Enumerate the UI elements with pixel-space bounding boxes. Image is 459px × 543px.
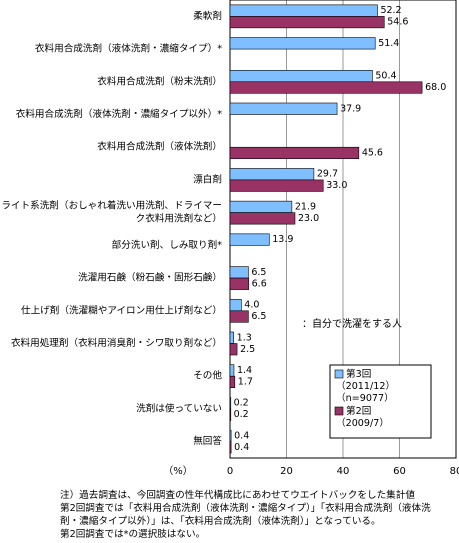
annotation: ：自分で洗濯をする人 <box>302 317 402 330</box>
bar-round3 <box>229 37 376 50</box>
legend-label-round3: 第3回 <box>346 368 371 380</box>
bar-round2 <box>229 179 324 192</box>
x-axis-unit: （%） <box>163 465 193 477</box>
category-label: 衣料用合成洗剤（液体洗剤・濃縮タイプ以外）* <box>16 108 222 120</box>
category-label: ライト系洗剤（おしゃれ着洗い用洗剤、ドライマー <box>1 200 222 212</box>
category-label: 衣料用合成洗剤（液体洗剤・濃縮タイプ）* <box>35 43 222 55</box>
x-tick-label: 80 <box>450 466 459 477</box>
data-label: 23.0 <box>298 213 319 224</box>
data-label: 50.4 <box>375 71 396 82</box>
legend-box <box>329 364 432 439</box>
data-label: 6.5 <box>251 311 266 322</box>
legend-label-round3: （n=9077） <box>336 392 394 404</box>
category-label: 仕上げ剤（洗濯糊やアイロン用仕上げ剤など） <box>21 304 222 316</box>
footnote-line-2: 第2回調査では「衣料用合成洗剤（液体洗剤・濃縮タイプ）」「衣料用合成洗剤（液体洗 <box>60 503 431 514</box>
bar-round2 <box>229 277 249 290</box>
data-label: 45.6 <box>362 147 383 158</box>
data-label: 1.7 <box>238 376 253 387</box>
bar-round3 <box>229 266 249 279</box>
bar-round2 <box>229 343 238 356</box>
bar-round3 <box>229 331 234 344</box>
category-label: その他 <box>193 370 222 382</box>
bar-round3 <box>229 429 232 442</box>
legend-label-round3: （2011/12） <box>336 380 395 392</box>
bar-round2 <box>229 408 232 421</box>
category-label: 洗濯用石鹸（粉石鹸・固形石鹸） <box>78 272 222 284</box>
bar-round2 <box>229 16 385 29</box>
data-label: 6.6 <box>252 278 267 289</box>
bar-round3 <box>229 168 315 181</box>
legend-label-round2: （2009/7） <box>336 417 389 429</box>
footnote-line-4: 第2回調査では*の選択肢はない。 <box>60 529 206 540</box>
bar-round3 <box>229 200 293 213</box>
data-label: 2.5 <box>240 344 255 355</box>
bar-round2 <box>229 81 423 94</box>
legend-swatch-round2 <box>334 406 344 416</box>
data-label: 0.2 <box>234 398 249 409</box>
footnote: 注）過去調査は、今回調査の性年代構成比にあわせてウエイトバックをした集計値 第2… <box>60 489 455 541</box>
bar-round2 <box>229 310 249 323</box>
category-label: 衣料用合成洗剤（粉末洗剤） <box>97 75 222 87</box>
legend-swatch-round3 <box>334 369 344 379</box>
data-label: 0.2 <box>234 409 249 420</box>
bar-round3 <box>229 4 378 17</box>
x-tick-label: 0 <box>227 466 233 477</box>
bar-round3 <box>229 298 242 312</box>
bar-round3 <box>229 364 235 377</box>
category-label: 漂白剤 <box>193 173 222 185</box>
data-label: 0.4 <box>234 442 249 453</box>
x-tick-label: 60 <box>393 466 406 477</box>
bar-round2 <box>229 146 360 160</box>
legend-label-round2: 第2回 <box>346 405 371 417</box>
data-label: 0.4 <box>234 430 249 441</box>
bar-round3 <box>229 69 373 83</box>
bar-round2 <box>229 441 232 454</box>
plot-frame <box>229 0 457 459</box>
bar-round3 <box>229 102 338 115</box>
data-label: 52.2 <box>380 5 401 16</box>
footnote-line-1: 注）過去調査は、今回調査の性年代構成比にあわせてウエイトバックをした集計値 <box>60 490 415 501</box>
category-label: 衣料用合成洗剤（液体洗剤） <box>97 141 222 153</box>
data-label: 1.4 <box>237 365 252 376</box>
category-label: 部分洗い剤、しみ取り剤* <box>112 239 223 251</box>
bar-round3 <box>229 233 270 246</box>
data-label: 37.9 <box>340 103 361 114</box>
category-label: 柔軟剤 <box>193 10 222 22</box>
data-label: 33.0 <box>326 180 347 191</box>
category-label: 無回答 <box>193 435 222 447</box>
bar-round2 <box>229 212 296 225</box>
data-label: 13.9 <box>272 234 293 245</box>
bar-round3 <box>229 397 232 410</box>
data-label: 51.4 <box>378 38 399 49</box>
data-label: 1.3 <box>237 332 252 343</box>
x-tick-label: 20 <box>280 466 293 477</box>
bar-round2 <box>229 375 236 389</box>
data-label: 21.9 <box>295 201 316 212</box>
category-label: ク衣料用洗剤など） <box>136 213 222 225</box>
data-label: 6.5 <box>251 267 266 278</box>
data-label: 29.7 <box>317 169 338 180</box>
data-label: 68.0 <box>425 82 446 93</box>
data-label: 54.6 <box>387 17 408 28</box>
category-label: 洗剤は使っていない <box>136 402 222 414</box>
x-tick-label: 40 <box>337 466 350 477</box>
category-label: 衣料用処理剤（衣料用消臭剤・シワ取り剤など） <box>11 337 222 349</box>
data-label: 4.0 <box>244 300 259 311</box>
footnote-line-3: 剤・濃縮タイプ以外）」は、「衣料用合成洗剤（液体洗剤）」となっている。 <box>60 516 381 527</box>
